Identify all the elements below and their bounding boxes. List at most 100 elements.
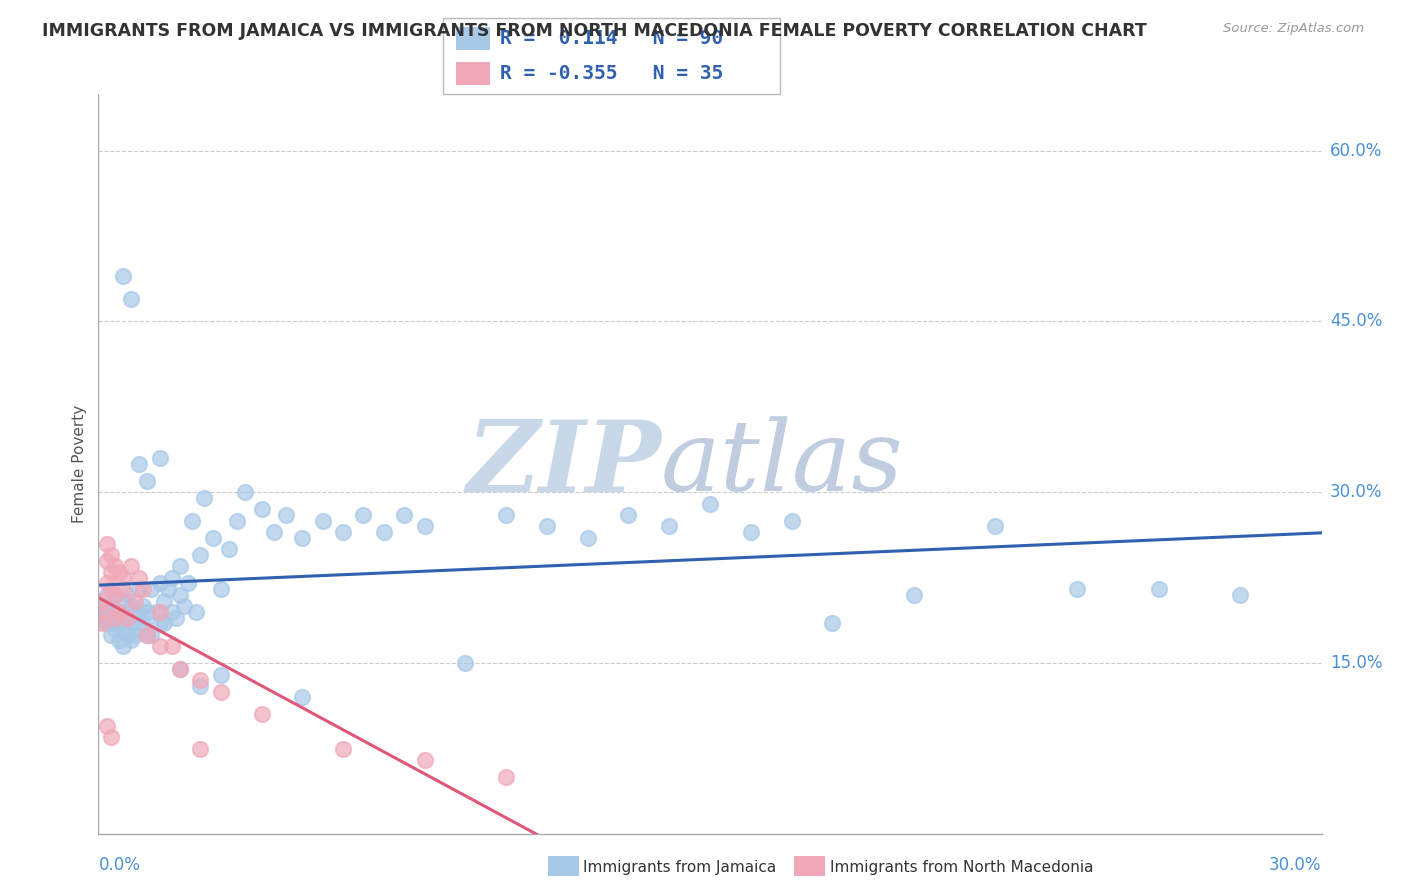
Point: [274, 508, 297, 522]
Point: [263, 525, 285, 540]
Point: [96, 576, 118, 591]
Point: [124, 628, 146, 642]
Point: [169, 559, 191, 574]
Point: [91, 610, 114, 624]
Point: [576, 531, 599, 545]
Point: [160, 605, 183, 619]
Point: [115, 588, 138, 602]
Point: [780, 514, 803, 528]
Point: [91, 599, 114, 614]
Point: [96, 536, 118, 550]
Point: [413, 519, 436, 533]
Point: [104, 588, 127, 602]
Point: [128, 457, 150, 471]
Point: [141, 582, 163, 596]
Point: [128, 622, 150, 636]
Point: [108, 633, 131, 648]
Point: [193, 491, 215, 505]
Point: [128, 605, 150, 619]
Point: [186, 605, 208, 619]
Point: [111, 639, 134, 653]
Point: [984, 519, 1007, 533]
Point: [96, 719, 118, 733]
Point: [111, 622, 134, 636]
Point: [96, 605, 118, 619]
Point: [740, 525, 762, 540]
Point: [108, 565, 131, 579]
Point: [201, 531, 224, 545]
Point: [111, 268, 134, 283]
Point: [120, 599, 142, 614]
Point: [108, 605, 131, 619]
Point: [169, 662, 191, 676]
Point: [141, 628, 163, 642]
Point: [96, 588, 118, 602]
Point: [821, 616, 844, 631]
Point: [413, 753, 436, 767]
Point: [291, 531, 314, 545]
Point: [96, 554, 118, 568]
Point: [617, 508, 640, 522]
Point: [100, 628, 122, 642]
Point: [332, 525, 354, 540]
Point: [100, 616, 122, 631]
Text: Source: ZipAtlas.com: Source: ZipAtlas.com: [1223, 22, 1364, 36]
Point: [291, 690, 314, 705]
Point: [699, 497, 721, 511]
Text: 30.0%: 30.0%: [1270, 856, 1322, 874]
Point: [233, 485, 256, 500]
Text: Immigrants from Jamaica: Immigrants from Jamaica: [583, 861, 776, 875]
Point: [188, 679, 212, 693]
Point: [136, 628, 159, 642]
Point: [312, 514, 335, 528]
Point: [536, 519, 558, 533]
Point: [152, 616, 174, 631]
Point: [120, 292, 142, 306]
Point: [658, 519, 681, 533]
Point: [104, 610, 127, 624]
Point: [120, 559, 142, 574]
Point: [104, 605, 127, 619]
Point: [128, 582, 150, 596]
Point: [145, 605, 167, 619]
Text: 15.0%: 15.0%: [1330, 654, 1382, 673]
Point: [111, 571, 134, 585]
Point: [149, 451, 172, 466]
Point: [226, 514, 249, 528]
Point: [332, 741, 354, 756]
Point: [128, 571, 150, 585]
Point: [209, 684, 232, 698]
Point: [1229, 588, 1251, 602]
Point: [111, 593, 134, 607]
Point: [169, 588, 191, 602]
Bar: [457, 27, 491, 50]
Point: [173, 599, 195, 614]
Point: [132, 582, 155, 596]
Point: [1066, 582, 1088, 596]
Point: [177, 576, 200, 591]
Point: [91, 593, 114, 607]
Point: [136, 628, 159, 642]
Text: Immigrants from North Macedonia: Immigrants from North Macedonia: [830, 861, 1092, 875]
Point: [108, 616, 131, 631]
Point: [115, 610, 138, 624]
Point: [160, 571, 183, 585]
Point: [209, 667, 232, 681]
Point: [392, 508, 416, 522]
Point: [495, 770, 517, 784]
Point: [136, 605, 159, 619]
Point: [124, 593, 146, 607]
Point: [352, 508, 374, 522]
Point: [149, 639, 172, 653]
Point: [100, 565, 122, 579]
Point: [108, 605, 131, 619]
Text: 45.0%: 45.0%: [1330, 312, 1382, 330]
Point: [91, 616, 114, 631]
Point: [149, 605, 172, 619]
Point: [100, 599, 122, 614]
Text: IMMIGRANTS FROM JAMAICA VS IMMIGRANTS FROM NORTH MACEDONIA FEMALE POVERTY CORREL: IMMIGRANTS FROM JAMAICA VS IMMIGRANTS FR…: [42, 22, 1147, 40]
Point: [903, 588, 925, 602]
Point: [373, 525, 395, 540]
Point: [100, 548, 122, 562]
Text: 30.0%: 30.0%: [1330, 483, 1382, 501]
